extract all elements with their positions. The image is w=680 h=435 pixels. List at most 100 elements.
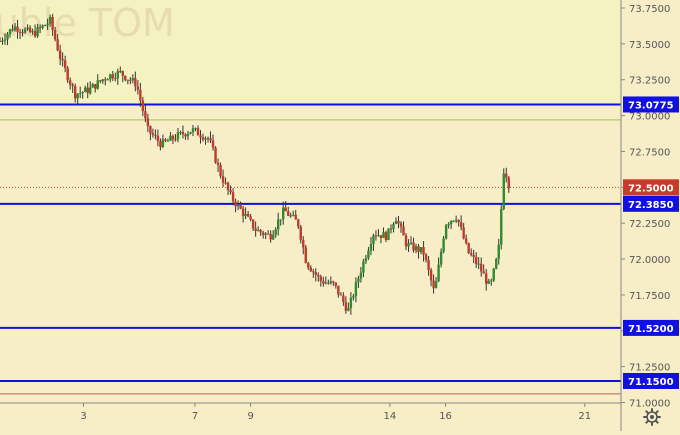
y-tick-label: 72.2500 — [629, 219, 670, 230]
candle-body — [58, 50, 62, 60]
candle-body — [407, 243, 410, 247]
y-tick-label: 73.2500 — [629, 76, 670, 87]
candle-body — [104, 79, 107, 81]
candle-body — [309, 267, 312, 272]
candle-body — [266, 233, 270, 235]
candle-body — [216, 162, 220, 166]
candle-body — [36, 27, 39, 37]
candle-body — [457, 219, 460, 223]
candle-body — [159, 141, 162, 147]
candle-body — [462, 227, 465, 239]
candle-body — [482, 271, 485, 274]
candle-body — [206, 138, 210, 140]
candle-body — [261, 232, 265, 235]
candle-body — [179, 131, 182, 133]
candle-body — [53, 29, 57, 40]
candle-body — [68, 80, 72, 85]
candle-body — [96, 80, 99, 89]
candle-body — [124, 75, 127, 80]
candle-body — [79, 92, 82, 94]
candle-body — [109, 74, 112, 80]
candle-body — [16, 26, 19, 32]
x-tick-label: 3 — [80, 411, 86, 422]
candle-body — [324, 282, 328, 284]
candle-body — [84, 87, 87, 93]
candle-body — [269, 233, 272, 240]
candle-body — [61, 59, 64, 61]
candle-body — [271, 234, 275, 240]
candle-body — [505, 173, 508, 178]
candle-body — [86, 87, 89, 94]
candle-body — [292, 214, 295, 216]
candle-body — [319, 276, 323, 282]
candle-body — [76, 93, 79, 99]
candle-body — [459, 222, 463, 228]
candle-body — [362, 261, 365, 273]
candle-body — [349, 297, 353, 309]
price-axis — [621, 0, 680, 431]
candle-body — [101, 79, 104, 82]
candle-body — [94, 84, 97, 89]
candle-body — [422, 247, 425, 255]
candle-body — [287, 211, 290, 216]
y-tick-label: 71.7500 — [629, 291, 670, 302]
candle-body — [264, 233, 267, 235]
candle-body — [379, 235, 383, 238]
candle-body — [364, 258, 368, 262]
candle-body — [302, 239, 305, 248]
candle-body — [154, 134, 157, 136]
candle-body — [181, 131, 185, 135]
candle-body — [474, 256, 478, 264]
candle-body — [429, 269, 433, 281]
candle-body — [73, 86, 77, 99]
candle-body — [500, 209, 503, 245]
candle-body — [432, 280, 435, 289]
candle-body — [327, 282, 330, 284]
candle-body — [442, 238, 445, 252]
chart-title: Ruble TOM — [0, 1, 175, 45]
candle-body — [71, 84, 74, 87]
candle-body — [412, 242, 415, 251]
candle-body — [439, 251, 443, 265]
candle-body — [11, 29, 14, 31]
candle-body — [294, 214, 297, 220]
candle-body — [28, 27, 32, 33]
candle-body — [156, 135, 160, 142]
y-tick-label: 73.5000 — [629, 40, 670, 51]
current-price-label: 72.5000 — [628, 183, 674, 194]
candle-body — [444, 225, 448, 239]
candle-body — [144, 111, 147, 119]
candle-body — [151, 133, 155, 135]
y-tick-label: 71.0000 — [629, 399, 670, 410]
upper-shaded-band — [0, 0, 621, 105]
candle-body — [307, 262, 310, 268]
candle-body — [437, 264, 440, 282]
candle-body — [384, 232, 388, 241]
settings-gear-icon[interactable] — [643, 408, 661, 426]
candle-body — [119, 71, 122, 73]
candle-body — [214, 147, 217, 163]
candle-body — [452, 220, 455, 222]
candle-body — [314, 271, 317, 275]
candle-body — [419, 247, 423, 252]
candle-body — [447, 224, 450, 226]
candle-body — [236, 204, 240, 207]
candle-body — [196, 128, 200, 136]
candle-body — [339, 294, 343, 296]
candle-body — [404, 235, 408, 247]
candle-body — [211, 140, 215, 148]
candle-body — [18, 31, 22, 33]
candle-body — [490, 280, 493, 282]
candle-body — [141, 100, 145, 112]
candle-body — [472, 254, 475, 257]
x-tick-label: 14 — [383, 411, 396, 422]
candle-body — [226, 182, 230, 190]
candle-body — [389, 228, 393, 230]
candle-body — [251, 219, 255, 229]
candle-body — [8, 29, 12, 35]
candle-body — [382, 232, 385, 238]
candle-body — [99, 80, 102, 82]
candle-body — [126, 79, 130, 81]
level-price-label: 72.3850 — [628, 200, 674, 211]
